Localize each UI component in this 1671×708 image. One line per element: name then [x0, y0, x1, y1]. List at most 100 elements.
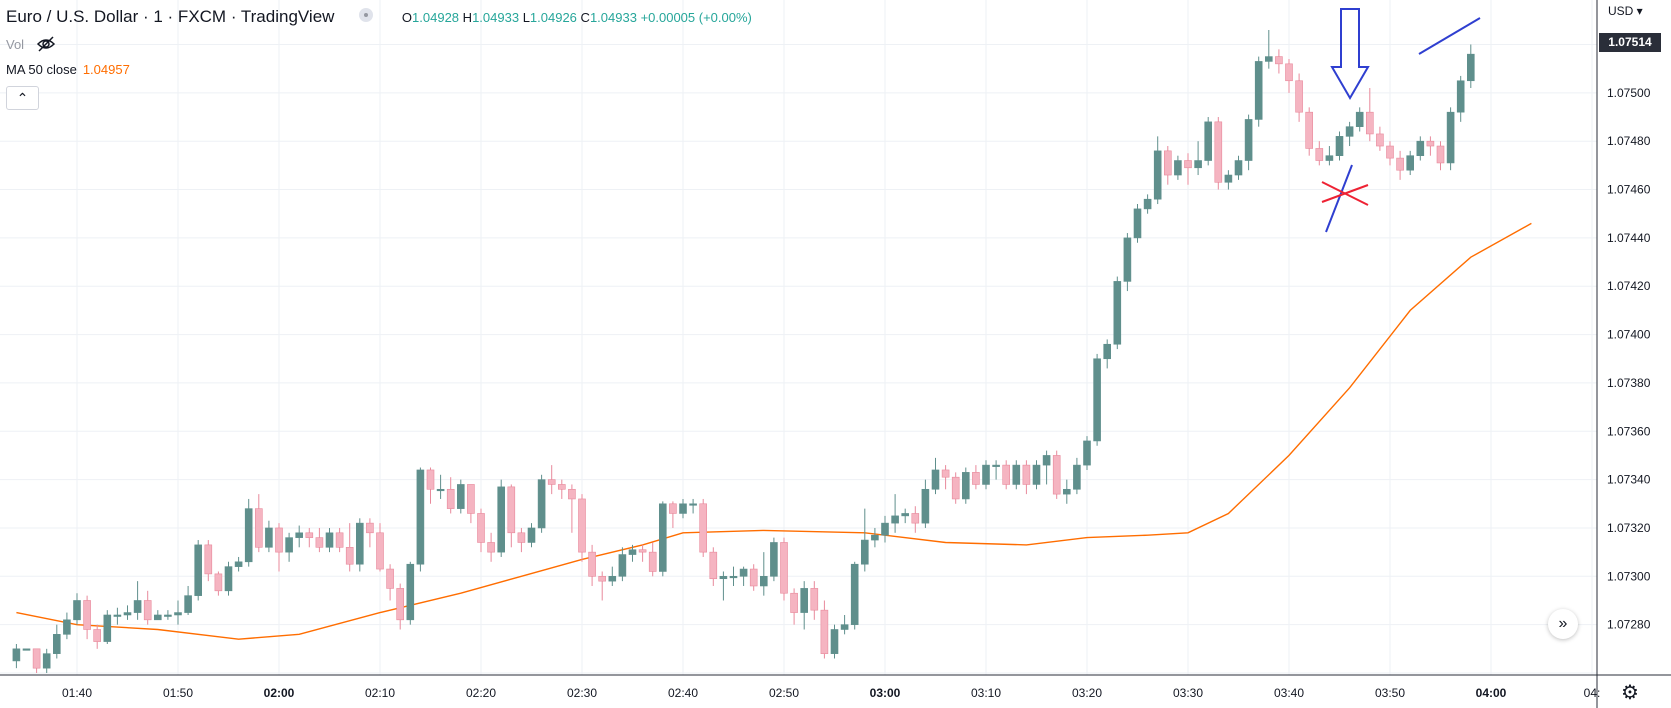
candle — [638, 544, 647, 562]
candle-body — [93, 629, 101, 642]
candle — [537, 474, 546, 533]
candle-body — [1366, 111, 1374, 135]
candle-body — [1012, 464, 1021, 485]
candle-body — [487, 542, 495, 553]
candle-body — [729, 576, 738, 579]
candle — [416, 467, 425, 572]
candle — [446, 477, 455, 514]
red-x-mark-stroke-2[interactable] — [1321, 184, 1369, 203]
legend-eye-icon[interactable] — [357, 6, 375, 24]
candle-body — [386, 568, 394, 589]
candle — [1305, 107, 1313, 156]
candle-body — [446, 488, 455, 509]
candle — [729, 566, 738, 586]
candle — [255, 494, 263, 553]
collapse-legend-button[interactable]: ⌃ — [6, 86, 39, 110]
candle — [123, 605, 132, 620]
candle — [810, 581, 819, 620]
time-axis[interactable]: 01:40 01:50 02:00 02:10 02:20 02:30 02:40 02:50… — [62, 686, 1600, 700]
currency-selector[interactable]: USD ▾ — [1608, 4, 1643, 18]
candle — [1174, 155, 1182, 180]
candle — [234, 556, 243, 572]
candle-body — [1224, 174, 1233, 183]
high-key: H — [462, 10, 473, 25]
hidden-eye-icon[interactable] — [36, 34, 56, 54]
candle-body — [1073, 464, 1081, 490]
price-axis[interactable]: 1.075201.075001.074801.074601.074401.074… — [1607, 38, 1651, 632]
candle — [982, 460, 990, 490]
price-label: 1.07440 — [1607, 231, 1651, 245]
time-label: 04:00 — [1476, 686, 1507, 700]
drawing-annotations[interactable] — [1321, 8, 1481, 233]
time-label: 02:30 — [567, 686, 597, 700]
time-label: 03:00 — [870, 686, 901, 700]
scroll-to-realtime-button[interactable]: » — [1548, 609, 1578, 639]
candle-body — [1204, 121, 1212, 161]
candle — [1265, 29, 1273, 69]
blue-trend-line-lower[interactable] — [1325, 164, 1353, 233]
symbol-title[interactable]: Euro / U.S. Dollar · 1 · FXCM · TradingV… — [6, 7, 335, 26]
ma-legend[interactable]: MA 50 close 1.04957 — [6, 62, 130, 77]
candle-body — [1234, 160, 1243, 176]
volume-legend[interactable]: Vol — [6, 34, 56, 54]
candle — [1204, 117, 1212, 166]
candle-body — [871, 534, 879, 541]
candle-body — [992, 464, 1000, 467]
price-label: 1.07480 — [1607, 134, 1651, 148]
candle-body — [22, 648, 31, 651]
candle — [658, 501, 667, 577]
candle-body — [133, 600, 142, 613]
candle — [406, 561, 415, 625]
gear-icon[interactable]: ⚙ — [1621, 682, 1639, 704]
candle-body — [1355, 111, 1364, 127]
candle-body — [1244, 119, 1253, 161]
candle — [1052, 450, 1061, 499]
high-value: 1.04933 — [472, 10, 520, 25]
blue-down-arrow[interactable] — [1330, 8, 1370, 100]
candle-body — [355, 522, 364, 565]
candle — [517, 527, 526, 553]
candle — [669, 501, 677, 528]
candle — [1295, 73, 1303, 122]
candle — [1022, 460, 1031, 495]
change-value: +0.00005 (+0.00%) — [640, 10, 752, 25]
candle-body — [1143, 198, 1152, 210]
candle — [1355, 107, 1364, 132]
candle-body — [1436, 145, 1445, 164]
candle — [871, 527, 879, 548]
time-label: 01:40 — [62, 686, 92, 700]
candle-body — [537, 479, 546, 529]
candle — [911, 506, 920, 533]
candle-body — [840, 624, 849, 630]
ma-50-polyline — [16, 222, 1532, 640]
price-label: 1.07500 — [1607, 86, 1651, 100]
symbol-legend[interactable]: Euro / U.S. Dollar · 1 · FXCM · TradingV… — [6, 6, 752, 27]
candle — [1335, 131, 1344, 161]
candle-body — [335, 532, 344, 548]
candle-body — [1416, 140, 1425, 156]
candle-body — [1376, 133, 1384, 147]
time-label: 01:50 — [163, 686, 193, 700]
ohlc-values: O1.04928 H1.04933 L1.04926 C1.04933 +0.0… — [402, 10, 752, 25]
price-label: 1.07340 — [1607, 473, 1651, 487]
blue-trend-line-upper[interactable] — [1418, 17, 1481, 55]
ma-value: 1.04957 — [82, 62, 130, 77]
candle — [325, 527, 334, 553]
candle-body — [103, 614, 112, 642]
low-key: L — [522, 10, 530, 25]
candle — [143, 590, 152, 625]
candle — [1456, 75, 1465, 122]
candle-body — [143, 600, 152, 621]
candle — [1345, 121, 1354, 147]
candle-body — [820, 609, 829, 654]
candle — [497, 479, 506, 557]
candle-body — [1153, 150, 1162, 200]
candle-body — [456, 484, 465, 509]
candle-body — [770, 542, 778, 577]
candle-body — [951, 476, 960, 500]
candle-body — [719, 576, 728, 580]
candle — [679, 498, 687, 519]
candle-body — [426, 469, 435, 490]
candle-body — [1467, 53, 1475, 82]
